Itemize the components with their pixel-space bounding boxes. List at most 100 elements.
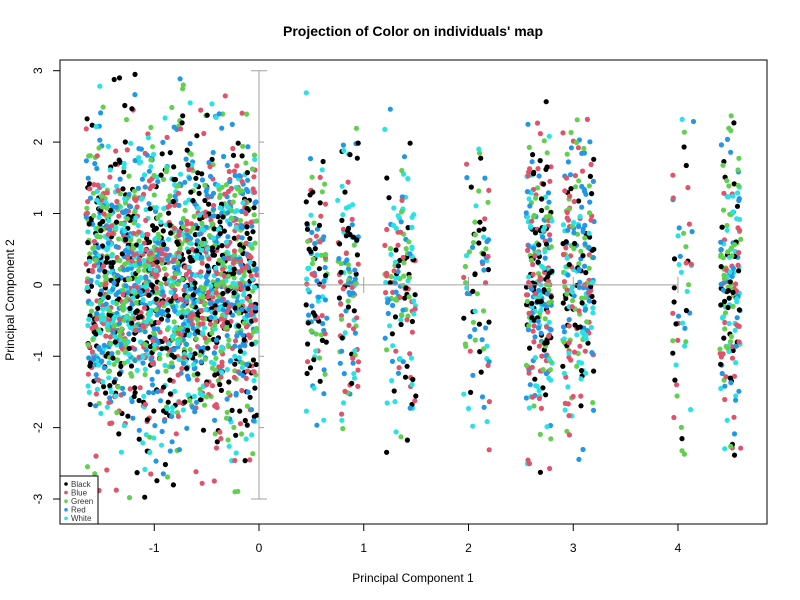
point-green: [224, 324, 230, 331]
point-red: [718, 281, 724, 287]
point-red: [181, 321, 187, 327]
point-green: [180, 215, 186, 222]
point-black: [188, 189, 194, 195]
point-black: [560, 363, 566, 369]
point-red: [395, 269, 401, 275]
point-black: [731, 452, 738, 458]
point-black: [543, 99, 549, 105]
point-green: [241, 320, 247, 326]
point-blue: [150, 338, 156, 344]
point-green: [683, 339, 689, 345]
point-blue: [252, 317, 259, 323]
point-blue: [199, 480, 205, 486]
point-blue: [322, 201, 329, 207]
point-white: [574, 332, 580, 338]
point-red: [479, 259, 485, 265]
point-black: [162, 276, 168, 282]
point-blue: [526, 461, 533, 467]
point-black: [204, 263, 210, 269]
point-blue: [486, 399, 492, 405]
point-white: [390, 343, 396, 349]
point-green: [124, 216, 130, 222]
point-green: [107, 308, 113, 314]
point-green: [100, 104, 106, 110]
point-red: [155, 179, 161, 185]
point-green: [670, 338, 676, 344]
point-black: [249, 341, 255, 347]
point-white: [465, 405, 472, 412]
point-blue: [250, 186, 256, 192]
point-green: [164, 326, 171, 333]
point-blue: [527, 166, 533, 172]
point-blue: [355, 261, 361, 267]
point-blue: [237, 258, 244, 264]
point-blue: [190, 312, 196, 318]
point-green: [250, 451, 256, 457]
point-green: [153, 307, 159, 313]
point-red: [481, 404, 487, 410]
point-green: [155, 231, 161, 237]
point-red: [146, 389, 152, 396]
point-black: [120, 186, 126, 192]
point-blue: [176, 232, 182, 238]
point-blue: [103, 281, 109, 287]
point-blue: [158, 247, 164, 253]
point-red: [225, 210, 231, 216]
point-white: [135, 222, 141, 229]
point-red: [127, 204, 134, 210]
point-green: [87, 251, 93, 257]
point-black: [129, 320, 135, 326]
point-black: [231, 266, 237, 272]
point-red: [542, 255, 548, 261]
point-red: [244, 361, 250, 368]
point-blue: [670, 310, 676, 316]
point-green: [735, 167, 741, 173]
point-black: [591, 299, 597, 305]
point-blue: [736, 227, 743, 233]
point-white: [94, 188, 100, 194]
point-black: [230, 271, 237, 277]
point-blue: [176, 399, 182, 405]
point-green: [126, 495, 133, 501]
point-white: [162, 362, 168, 368]
point-red: [352, 267, 358, 273]
point-green: [122, 261, 128, 267]
point-green: [387, 246, 394, 252]
point-blue: [89, 349, 95, 355]
point-blue: [207, 321, 214, 327]
point-blue: [523, 292, 530, 298]
point-white: [147, 312, 153, 318]
point-black: [338, 269, 344, 275]
point-black: [169, 352, 175, 358]
point-black: [544, 164, 550, 170]
point-red: [395, 370, 402, 376]
point-blue: [399, 197, 405, 203]
point-green: [571, 246, 577, 252]
point-red: [135, 185, 141, 191]
point-blue: [675, 337, 681, 343]
point-red: [190, 404, 196, 410]
point-green: [546, 300, 552, 306]
point-white: [341, 147, 347, 154]
point-red: [347, 292, 353, 298]
point-green: [114, 409, 120, 416]
point-red: [464, 175, 470, 181]
point-white: [546, 319, 552, 325]
point-white: [134, 367, 140, 373]
point-white: [141, 257, 147, 264]
point-blue: [219, 323, 225, 329]
point-red: [105, 240, 111, 246]
point-blue: [246, 252, 252, 258]
point-black: [563, 239, 569, 245]
point-white: [178, 171, 184, 177]
point-white: [526, 274, 532, 280]
point-green: [97, 234, 103, 240]
point-green: [148, 157, 154, 163]
point-white: [678, 269, 685, 275]
point-blue: [486, 187, 492, 193]
point-black: [725, 304, 731, 311]
point-white: [142, 366, 148, 372]
point-green: [224, 409, 230, 415]
point-red: [94, 310, 100, 317]
